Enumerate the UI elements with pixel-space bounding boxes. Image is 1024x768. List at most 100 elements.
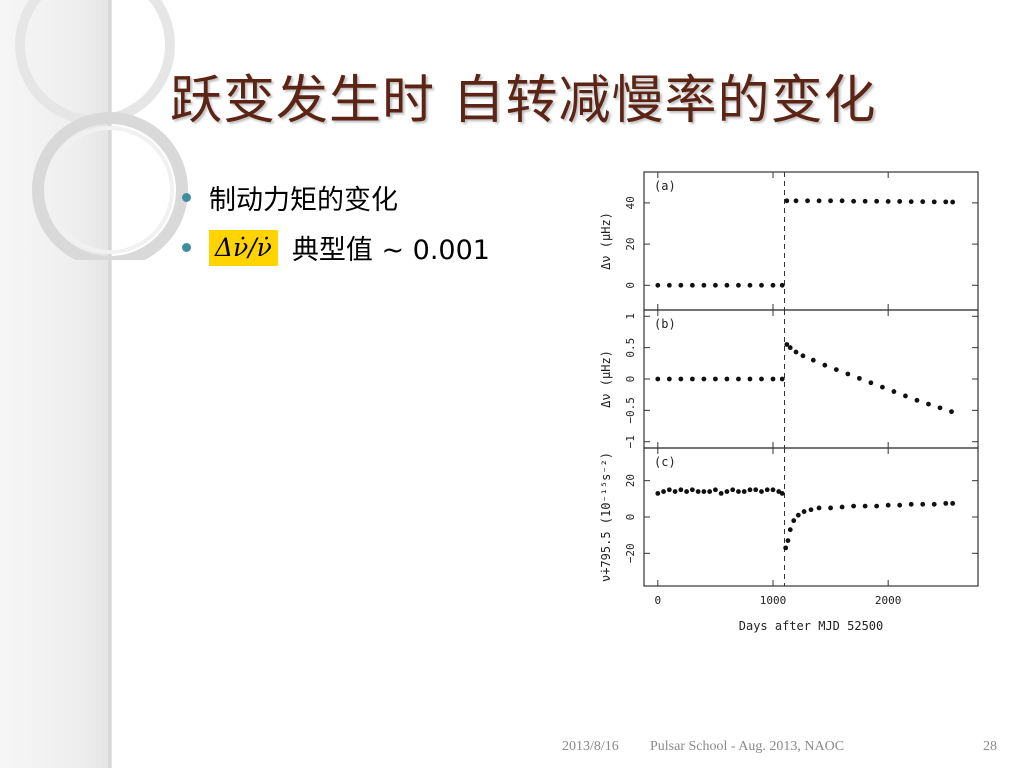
bullet-dot-icon <box>182 243 191 252</box>
data-point <box>713 282 718 288</box>
y-tick-label: 0 <box>624 282 637 289</box>
data-point <box>747 376 753 382</box>
data-point <box>805 198 810 204</box>
data-point <box>666 487 672 493</box>
data-point <box>874 198 880 204</box>
data-point <box>880 384 885 390</box>
data-point <box>678 487 684 493</box>
data-point <box>736 282 741 288</box>
data-point <box>828 198 833 204</box>
data-point <box>874 503 880 509</box>
bullet-text: 典型值 ~ 0.001 <box>291 235 490 266</box>
data-point <box>949 409 954 415</box>
y-tick-label: −0.5 <box>624 397 637 424</box>
data-point <box>791 518 797 524</box>
decorative-rings <box>15 0 188 260</box>
data-point <box>845 371 851 377</box>
y-tick-label: −1 <box>624 435 637 448</box>
data-point <box>701 282 707 288</box>
y-axis-label: Δν (μHz) <box>599 212 613 270</box>
data-point <box>655 490 661 496</box>
data-point <box>862 198 868 204</box>
y-axis-label: Δν (μHz) <box>599 350 613 408</box>
data-point <box>891 389 897 394</box>
data-point <box>655 282 661 288</box>
data-point <box>897 199 903 204</box>
data-point <box>770 282 776 288</box>
bullet-text: 制动力矩的变化 <box>209 185 398 216</box>
footer-center: Pulsar School - Aug. 2013, NAOC <box>650 739 845 754</box>
data-point <box>783 545 789 551</box>
data-point <box>931 501 937 507</box>
plot-frame <box>643 447 979 587</box>
data-point <box>950 199 956 205</box>
data-point <box>753 487 759 493</box>
data-point <box>770 376 776 382</box>
data-point <box>793 198 799 204</box>
data-point <box>862 503 868 509</box>
footer-date: 2013/8/16 <box>562 739 619 754</box>
data-point <box>701 376 707 382</box>
data-point <box>822 362 828 368</box>
slide-title: 跃变发生时 自转减慢率的变化 <box>170 71 877 131</box>
data-point <box>784 342 790 347</box>
y-tick-label: −20 <box>624 543 637 563</box>
data-point <box>701 489 707 494</box>
data-point <box>801 509 807 514</box>
y-tick-label: 0.5 <box>624 338 637 358</box>
data-point <box>914 397 920 403</box>
data-point <box>885 502 891 508</box>
data-point <box>707 489 713 494</box>
data-point <box>851 503 857 509</box>
data-point <box>851 198 857 204</box>
y-tick-label: 20 <box>624 474 637 487</box>
panel-label: (b) <box>654 317 676 331</box>
data-point <box>779 490 785 496</box>
data-point <box>730 487 736 493</box>
data-point <box>666 376 672 382</box>
data-point <box>678 282 684 288</box>
data-point <box>724 282 730 288</box>
data-point <box>795 512 801 518</box>
y-axis-label: ν̇+795.5 (10⁻¹⁵s⁻²) <box>599 452 613 582</box>
data-point <box>785 538 791 544</box>
bullet-item: 制动力矩的变化 <box>182 178 398 217</box>
plot-frame <box>643 171 979 311</box>
bullet-item: Δν̇/ν̇ 典型值 ~ 0.001 <box>182 228 490 267</box>
data-point <box>926 401 931 407</box>
x-axis-label: Days after MJD 52500 <box>739 619 884 633</box>
data-point <box>931 199 937 205</box>
footer-page-number: 28 <box>983 739 997 754</box>
data-point <box>747 487 753 493</box>
data-point <box>689 376 695 382</box>
data-point <box>736 376 741 382</box>
data-point <box>718 490 724 496</box>
data-point <box>784 198 790 204</box>
sidebar-divider <box>108 0 111 768</box>
data-point <box>724 376 730 382</box>
data-point <box>839 504 845 510</box>
data-point <box>779 282 785 288</box>
data-point <box>759 282 764 288</box>
data-point <box>787 527 793 533</box>
data-point <box>868 380 874 386</box>
data-point <box>816 505 822 511</box>
panel-label: (c) <box>654 455 676 469</box>
data-point <box>779 376 785 382</box>
data-point <box>661 489 666 494</box>
data-point <box>672 489 678 494</box>
data-point <box>759 489 764 494</box>
data-point <box>833 367 839 372</box>
data-point <box>689 282 695 288</box>
x-tick-label: 0 <box>655 594 662 607</box>
data-point <box>816 198 822 204</box>
data-point <box>741 489 747 494</box>
x-tick-label: 2000 <box>875 594 902 607</box>
data-point <box>678 376 684 382</box>
data-point <box>937 405 943 411</box>
data-point <box>764 487 770 493</box>
data-point <box>689 487 695 493</box>
formula-highlight: Δν̇/ν̇ <box>209 229 278 266</box>
data-point <box>695 489 701 494</box>
data-point <box>793 349 799 355</box>
